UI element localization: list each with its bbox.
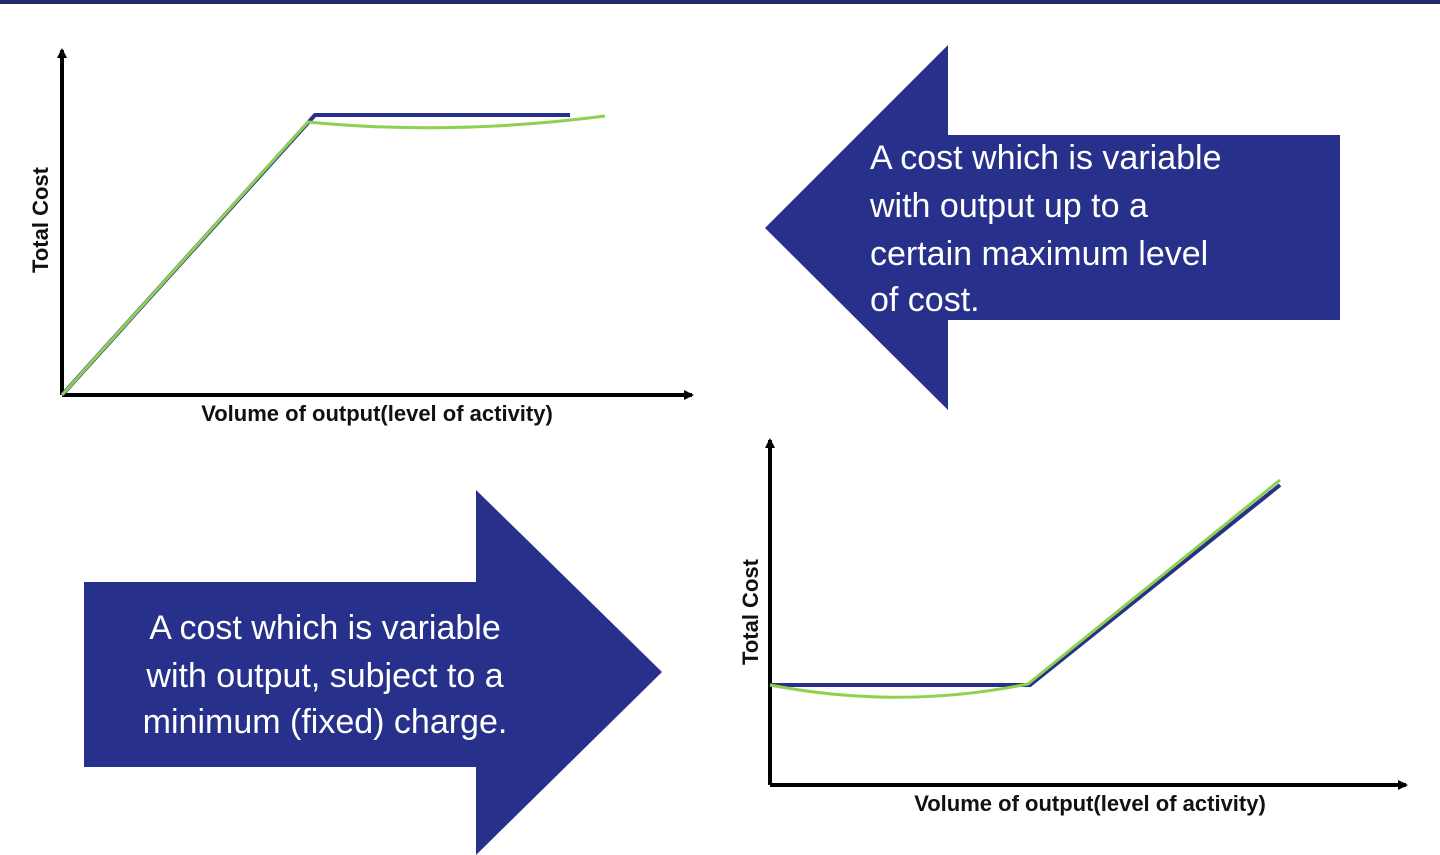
x-axis-label: Volume of output(level of activity) xyxy=(201,401,553,426)
callout-2: A cost which is variable with output, su… xyxy=(84,490,662,855)
callout-1: A cost which is variable with output up … xyxy=(765,45,1340,410)
top-border xyxy=(0,0,1440,4)
sketch-line xyxy=(769,478,1281,699)
sketch-line xyxy=(60,114,606,397)
callout-line: A cost which is variable xyxy=(870,139,1222,177)
callout-line: certain maximum level xyxy=(870,235,1208,273)
graph-2: Total Cost Volume of output(level of act… xyxy=(738,438,1408,816)
callout-line: of cost. xyxy=(870,281,980,319)
right-arrow xyxy=(84,490,662,855)
graph-1: Total Cost Volume of output(level of act… xyxy=(28,48,694,426)
cost-line xyxy=(60,113,570,397)
left-arrow xyxy=(765,45,1340,410)
callout-line: with output up to a xyxy=(869,187,1148,225)
x-axis-label: Volume of output(level of activity) xyxy=(914,791,1266,816)
y-axis-label: Total Cost xyxy=(738,558,763,665)
callout-line: with output, subject to a xyxy=(145,657,503,695)
callout-line: minimum (fixed) charge. xyxy=(143,703,508,741)
y-axis-label: Total Cost xyxy=(28,166,53,273)
cost-line xyxy=(770,483,1282,687)
callout-line: A cost which is variable xyxy=(149,609,501,647)
